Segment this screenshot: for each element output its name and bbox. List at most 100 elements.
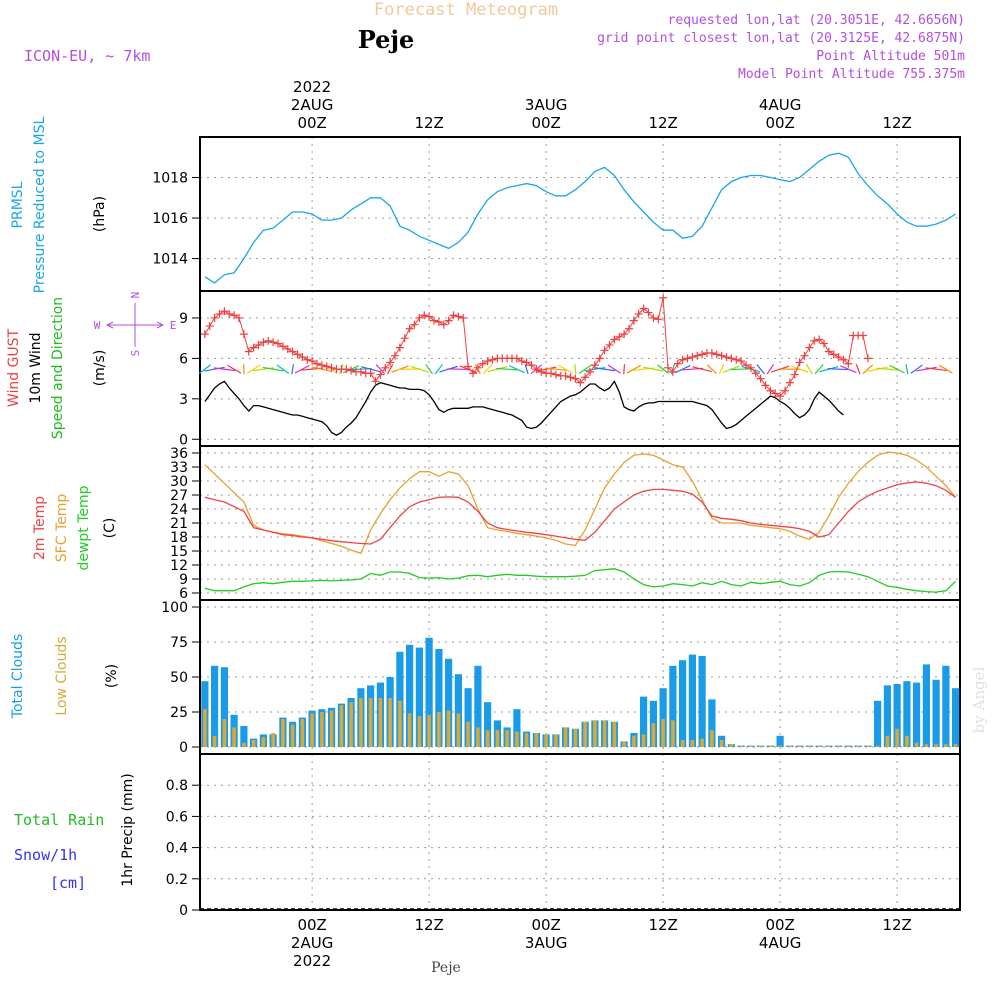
wind-gust-marker bbox=[239, 330, 248, 339]
wind-gust-marker bbox=[683, 354, 692, 363]
wind-direction-arrow bbox=[756, 364, 765, 375]
low-cloud-bar bbox=[203, 709, 207, 747]
top-time-label: 00Z bbox=[531, 114, 560, 132]
wind-gust-marker bbox=[210, 313, 219, 322]
wind-gust-marker bbox=[751, 369, 760, 378]
wind10m-ylabel: 10m Wind bbox=[28, 332, 44, 403]
low-cloud-bar bbox=[242, 742, 246, 747]
wind-gust-marker bbox=[434, 318, 443, 326]
bottom-day-label: 2AUG bbox=[291, 934, 333, 952]
wind-gust-marker bbox=[781, 386, 789, 395]
model-label: ICON-EU, ~ 7km bbox=[24, 47, 150, 65]
total-cloud-bar bbox=[679, 660, 687, 747]
wind-gust-marker bbox=[376, 370, 385, 379]
wind-gust-marker bbox=[327, 363, 336, 372]
wind-gust-marker bbox=[430, 316, 438, 325]
low-cloud-bar bbox=[817, 745, 821, 747]
wind-gust-marker bbox=[805, 343, 814, 352]
wind-direction-arrow bbox=[204, 366, 225, 372]
y-tick-label: 0 bbox=[179, 740, 188, 756]
wind-gust-marker bbox=[746, 363, 755, 372]
total-cloud-bar bbox=[240, 726, 248, 747]
top-time-label: 00Z bbox=[765, 114, 794, 132]
wind-gust-marker bbox=[859, 331, 867, 340]
wind-direction-arrow bbox=[578, 364, 592, 374]
low-cloud-bar bbox=[456, 713, 461, 747]
wind-gust-marker bbox=[766, 386, 775, 395]
low-cloud-bar bbox=[641, 734, 646, 747]
y-tick-label: 0 bbox=[179, 903, 188, 919]
total-cloud-bar bbox=[425, 637, 433, 747]
wind-gust-marker bbox=[717, 351, 726, 360]
wind-gust-marker bbox=[547, 369, 555, 378]
wind-gust-marker bbox=[298, 353, 307, 362]
low-cloud-bar bbox=[680, 740, 685, 747]
low-cloud-bar bbox=[554, 734, 558, 747]
y-tick-label: 36 bbox=[170, 446, 188, 462]
low-cloud-bar bbox=[310, 713, 314, 747]
wind-gust-marker bbox=[664, 363, 672, 372]
wind-direction-arrow bbox=[674, 365, 691, 374]
wind-direction-arrow bbox=[496, 367, 519, 371]
low-cloud-bar bbox=[807, 745, 812, 747]
top-day-label: 4AUG bbox=[759, 96, 801, 114]
low-cloud-bar bbox=[378, 698, 383, 747]
y-tick-label: 24 bbox=[170, 502, 188, 518]
low-cloud-bar bbox=[515, 731, 519, 747]
total-cloud-bar bbox=[406, 644, 414, 747]
wind-direction-arrow bbox=[840, 365, 857, 374]
low-cloud-bar bbox=[690, 740, 695, 747]
y-tick-label: 27 bbox=[170, 488, 188, 504]
wind-direction-arrow bbox=[508, 365, 525, 374]
wind-direction-arrow bbox=[360, 366, 381, 373]
wind-gust-marker bbox=[356, 367, 365, 376]
temp-unit: (C) bbox=[102, 518, 118, 539]
wind-gust-marker bbox=[844, 359, 853, 368]
wind-gust-marker bbox=[732, 355, 741, 364]
pressure-ylabel-1: PRMSL bbox=[10, 181, 26, 228]
wind-direction-arrow bbox=[524, 364, 529, 375]
wind-direction-arrow bbox=[375, 364, 386, 375]
wind-gust-marker bbox=[235, 313, 243, 322]
low-cloud-bar bbox=[563, 727, 568, 747]
wind-direction-arrow bbox=[766, 364, 775, 375]
total-cloud-bar bbox=[513, 709, 521, 747]
wind-gust-marker bbox=[439, 320, 448, 329]
wind-direction-arrow bbox=[276, 364, 290, 374]
low-cloud-bar bbox=[671, 720, 675, 747]
speed-dir-ylabel: Speed and Direction bbox=[50, 297, 66, 439]
wind-gust-series bbox=[204, 297, 869, 397]
snow-unit-label: [cm] bbox=[50, 874, 86, 892]
total-cloud-bar bbox=[474, 665, 482, 747]
wind-gust-marker bbox=[707, 349, 716, 357]
wind-direction-arrow bbox=[584, 366, 606, 372]
wind-gust-marker bbox=[590, 361, 599, 370]
low-cloud-bar bbox=[212, 735, 217, 747]
wind-direction-arrow bbox=[867, 366, 888, 372]
total-cloud-bar bbox=[396, 651, 404, 747]
wind-gust-marker bbox=[649, 313, 658, 322]
wind-direction-arrow bbox=[916, 366, 937, 372]
total-cloud-bar bbox=[454, 674, 462, 747]
low-cloud-bar bbox=[622, 741, 626, 747]
wind-gust-marker bbox=[483, 357, 492, 366]
wind-gust-marker bbox=[571, 374, 580, 383]
low-cloud-bar bbox=[856, 745, 860, 747]
low-cloud-bar bbox=[944, 744, 948, 747]
low-cloud-bar bbox=[758, 745, 763, 747]
wind-gust-marker bbox=[200, 330, 209, 339]
wind-unit: (m/s) bbox=[92, 350, 108, 387]
wind-gust-marker bbox=[469, 369, 477, 378]
wind-gust-marker bbox=[293, 350, 302, 359]
total-cloud-bar bbox=[669, 665, 677, 747]
y-tick-label: 25 bbox=[170, 705, 188, 721]
info-line-1: requested lon,lat (20.3051E, 42.6656N) bbox=[668, 13, 965, 28]
compass-south: S bbox=[129, 350, 142, 357]
low-cloud-bar bbox=[388, 698, 392, 747]
wind-gust-marker bbox=[551, 370, 560, 379]
low-cloud-bar bbox=[583, 721, 587, 747]
low-cloud-bar bbox=[661, 719, 665, 747]
wind-gust-marker bbox=[488, 355, 497, 364]
wind-gust-marker bbox=[259, 338, 268, 347]
